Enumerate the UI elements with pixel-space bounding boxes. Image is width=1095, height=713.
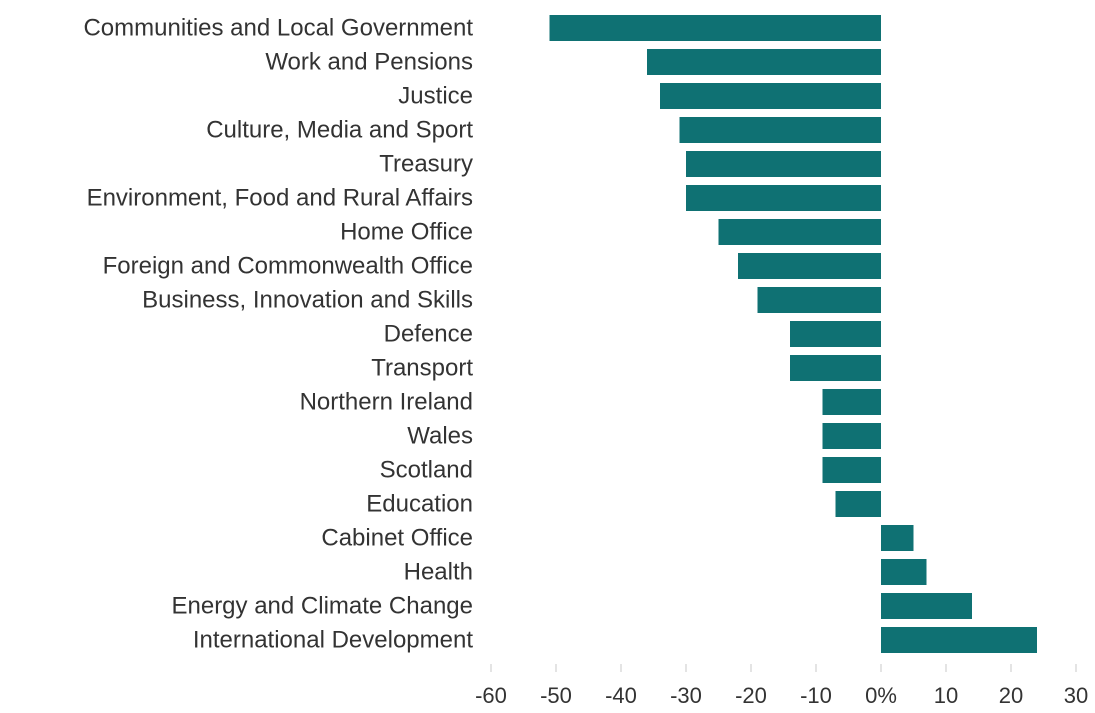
bars bbox=[549, 15, 1037, 653]
bar bbox=[881, 559, 927, 585]
bar bbox=[647, 49, 881, 75]
category-label: Business, Innovation and Skills bbox=[142, 287, 473, 314]
category-label: Transport bbox=[371, 355, 473, 382]
bar bbox=[757, 287, 881, 313]
x-tick-label: -40 bbox=[605, 683, 637, 708]
category-label: Northern Ireland bbox=[300, 389, 473, 416]
bar bbox=[660, 83, 881, 109]
category-label: Energy and Climate Change bbox=[171, 593, 473, 620]
bar bbox=[549, 15, 881, 41]
category-label: Environment, Food and Rural Affairs bbox=[87, 185, 473, 212]
category-labels: Communities and Local Government Work and… bbox=[83, 15, 473, 654]
bar bbox=[679, 117, 881, 143]
category-label: Wales bbox=[407, 423, 473, 450]
bar bbox=[881, 525, 914, 551]
x-tick-label: 10 bbox=[934, 683, 958, 708]
bar bbox=[686, 185, 881, 211]
bar bbox=[881, 593, 972, 619]
category-label: Home Office bbox=[340, 219, 473, 246]
category-label: Communities and Local Government bbox=[83, 15, 473, 42]
bar bbox=[822, 423, 881, 449]
x-tick-label: 20 bbox=[999, 683, 1023, 708]
category-label: Cabinet Office bbox=[321, 525, 473, 552]
x-axis: -60 -50 -40 -30 -20 -10 0% 10 20 30 bbox=[475, 664, 1088, 708]
category-label: Justice bbox=[398, 83, 473, 110]
bar bbox=[822, 389, 881, 415]
category-label: Education bbox=[366, 491, 473, 518]
x-tick-label: 30 bbox=[1064, 683, 1088, 708]
category-label: International Development bbox=[193, 627, 474, 654]
category-label: Defence bbox=[384, 321, 473, 348]
category-label: Treasury bbox=[379, 151, 473, 178]
x-tick-label: -10 bbox=[800, 683, 832, 708]
bar bbox=[835, 491, 881, 517]
x-tick-label: 0% bbox=[865, 683, 897, 708]
bar bbox=[790, 321, 881, 347]
bar bbox=[881, 627, 1037, 653]
x-tick-label: -30 bbox=[670, 683, 702, 708]
bar bbox=[718, 219, 881, 245]
category-label: Culture, Media and Sport bbox=[206, 117, 473, 144]
x-tick-label: -50 bbox=[540, 683, 572, 708]
x-tick-label: -60 bbox=[475, 683, 507, 708]
bar bbox=[738, 253, 881, 279]
bar bbox=[822, 457, 881, 483]
bar bbox=[790, 355, 881, 381]
category-label: Health bbox=[404, 559, 473, 586]
x-tick-label: -20 bbox=[735, 683, 767, 708]
bar bbox=[686, 151, 881, 177]
category-label: Work and Pensions bbox=[265, 49, 473, 76]
category-label: Scotland bbox=[380, 457, 473, 484]
category-label: Foreign and Commonwealth Office bbox=[103, 253, 473, 280]
